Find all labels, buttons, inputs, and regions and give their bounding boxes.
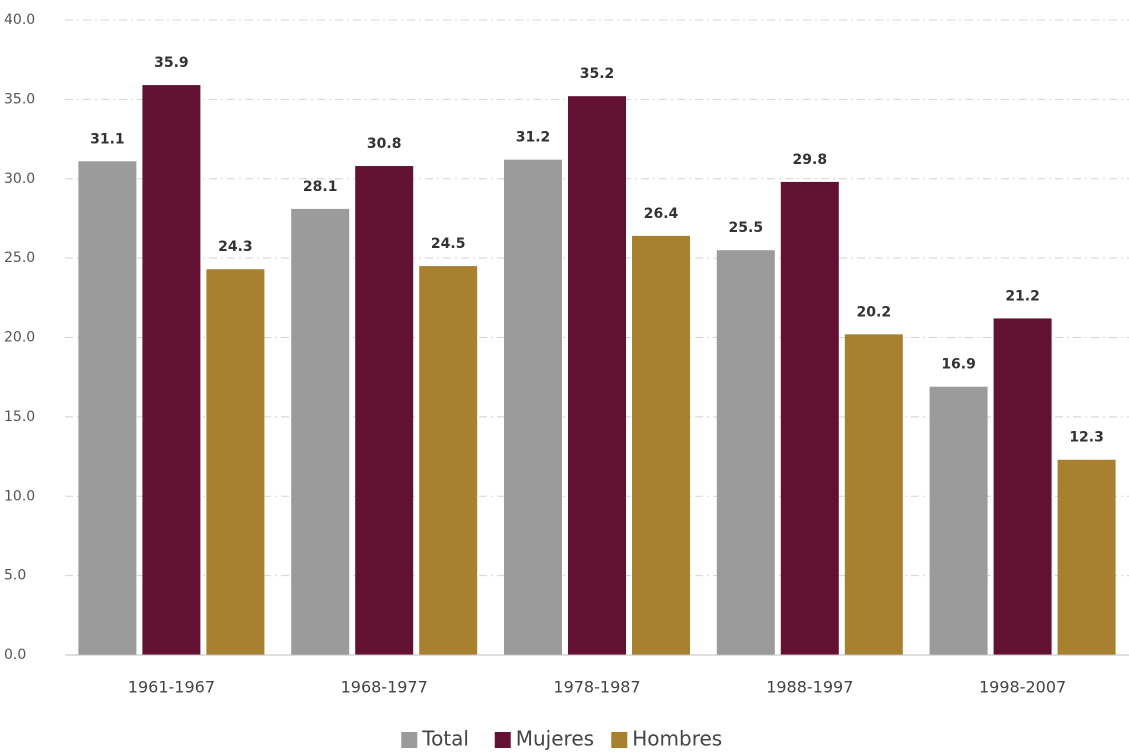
data-label: 24.5 bbox=[431, 236, 466, 252]
x-tick-label: 1968-1977 bbox=[341, 678, 428, 697]
data-label: 28.1 bbox=[303, 179, 338, 195]
data-label: 35.2 bbox=[580, 66, 615, 82]
bar bbox=[716, 250, 775, 655]
data-label: 25.5 bbox=[729, 220, 764, 236]
legend-swatch bbox=[494, 732, 511, 748]
y-tick-label: 40.0 bbox=[4, 12, 35, 28]
bar bbox=[632, 235, 690, 655]
bar bbox=[206, 269, 265, 655]
y-tick-label: 25.0 bbox=[4, 250, 35, 266]
y-tick-label: 20.0 bbox=[4, 330, 35, 346]
bar bbox=[844, 334, 903, 655]
data-label: 31.1 bbox=[90, 131, 125, 147]
bar bbox=[568, 96, 626, 655]
bar bbox=[142, 85, 201, 655]
x-tick-label: 1978-1987 bbox=[553, 678, 640, 697]
bar bbox=[355, 166, 414, 656]
bar bbox=[78, 161, 137, 655]
legend-swatch bbox=[611, 732, 628, 748]
data-label: 20.2 bbox=[857, 304, 892, 320]
bar bbox=[993, 318, 1052, 655]
y-tick-label: 5.0 bbox=[4, 568, 26, 584]
bar bbox=[780, 181, 839, 656]
data-label: 29.8 bbox=[793, 152, 828, 168]
y-tick-label: 35.0 bbox=[4, 91, 35, 107]
data-label: 21.2 bbox=[1005, 288, 1040, 304]
data-label: 24.3 bbox=[218, 239, 253, 255]
x-tick-label: 1998-2007 bbox=[979, 678, 1066, 697]
y-tick-label: 0.0 bbox=[4, 647, 26, 663]
bar bbox=[1057, 459, 1116, 655]
y-tick-label: 15.0 bbox=[4, 409, 35, 425]
bar bbox=[929, 386, 988, 655]
y-tick-label: 10.0 bbox=[4, 488, 35, 504]
bar bbox=[291, 208, 350, 655]
data-label: 26.4 bbox=[644, 206, 679, 222]
data-label: 16.9 bbox=[941, 357, 976, 373]
legend-label: Mujeres bbox=[516, 727, 594, 751]
legend-label: Hombres bbox=[632, 727, 722, 751]
x-tick-label: 1988-1997 bbox=[766, 678, 853, 697]
legend-swatch bbox=[401, 732, 418, 748]
data-label: 35.9 bbox=[154, 55, 189, 71]
bar bbox=[419, 266, 478, 655]
data-label: 31.2 bbox=[516, 130, 551, 146]
legend-label: Total bbox=[421, 727, 469, 751]
data-label: 12.3 bbox=[1069, 430, 1104, 446]
data-label: 30.8 bbox=[367, 136, 402, 152]
y-tick-label: 30.0 bbox=[4, 171, 35, 187]
bar bbox=[504, 159, 562, 655]
x-tick-label: 1961-1967 bbox=[128, 678, 215, 697]
